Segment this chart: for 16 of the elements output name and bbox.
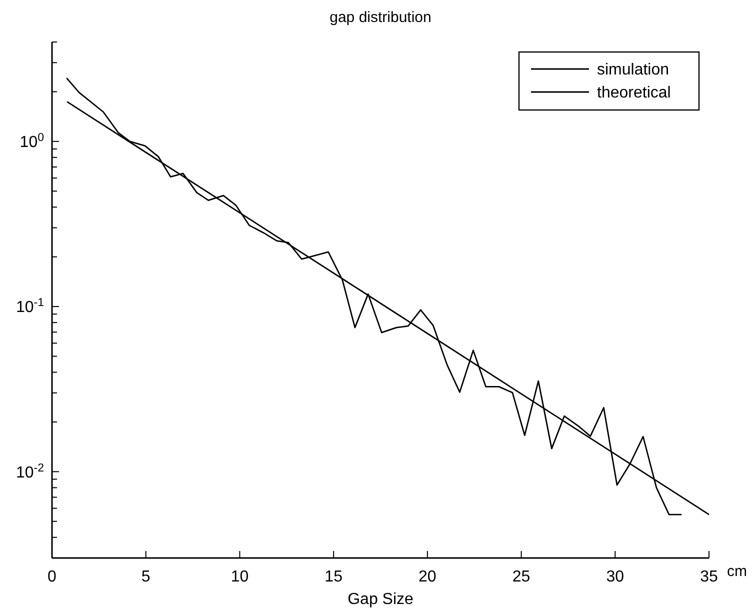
x-tick-label: 0 (48, 568, 57, 586)
x-tick-label: 35 (700, 568, 718, 586)
legend-label: simulation (597, 62, 670, 79)
legend-label: theoretical (597, 84, 671, 102)
y-tick-label: 10$^{-2}$ (16, 462, 44, 482)
x-tick-label: 30 (606, 568, 624, 586)
chart-title: gap distribution (330, 9, 432, 26)
x-tick-label: 15 (324, 568, 343, 586)
x-tick-label: 25 (512, 568, 530, 586)
x-tick-label: 5 (141, 568, 150, 586)
x-tick-label: 20 (418, 568, 436, 586)
x-tick-label: 10 (230, 568, 249, 586)
text: cm (727, 563, 747, 580)
y-tick-label: 10$^{0}$ (20, 132, 44, 152)
x-axis-title: Gap Size (348, 591, 414, 608)
y-tick-label: 10$^{-1}$ (16, 297, 44, 316)
